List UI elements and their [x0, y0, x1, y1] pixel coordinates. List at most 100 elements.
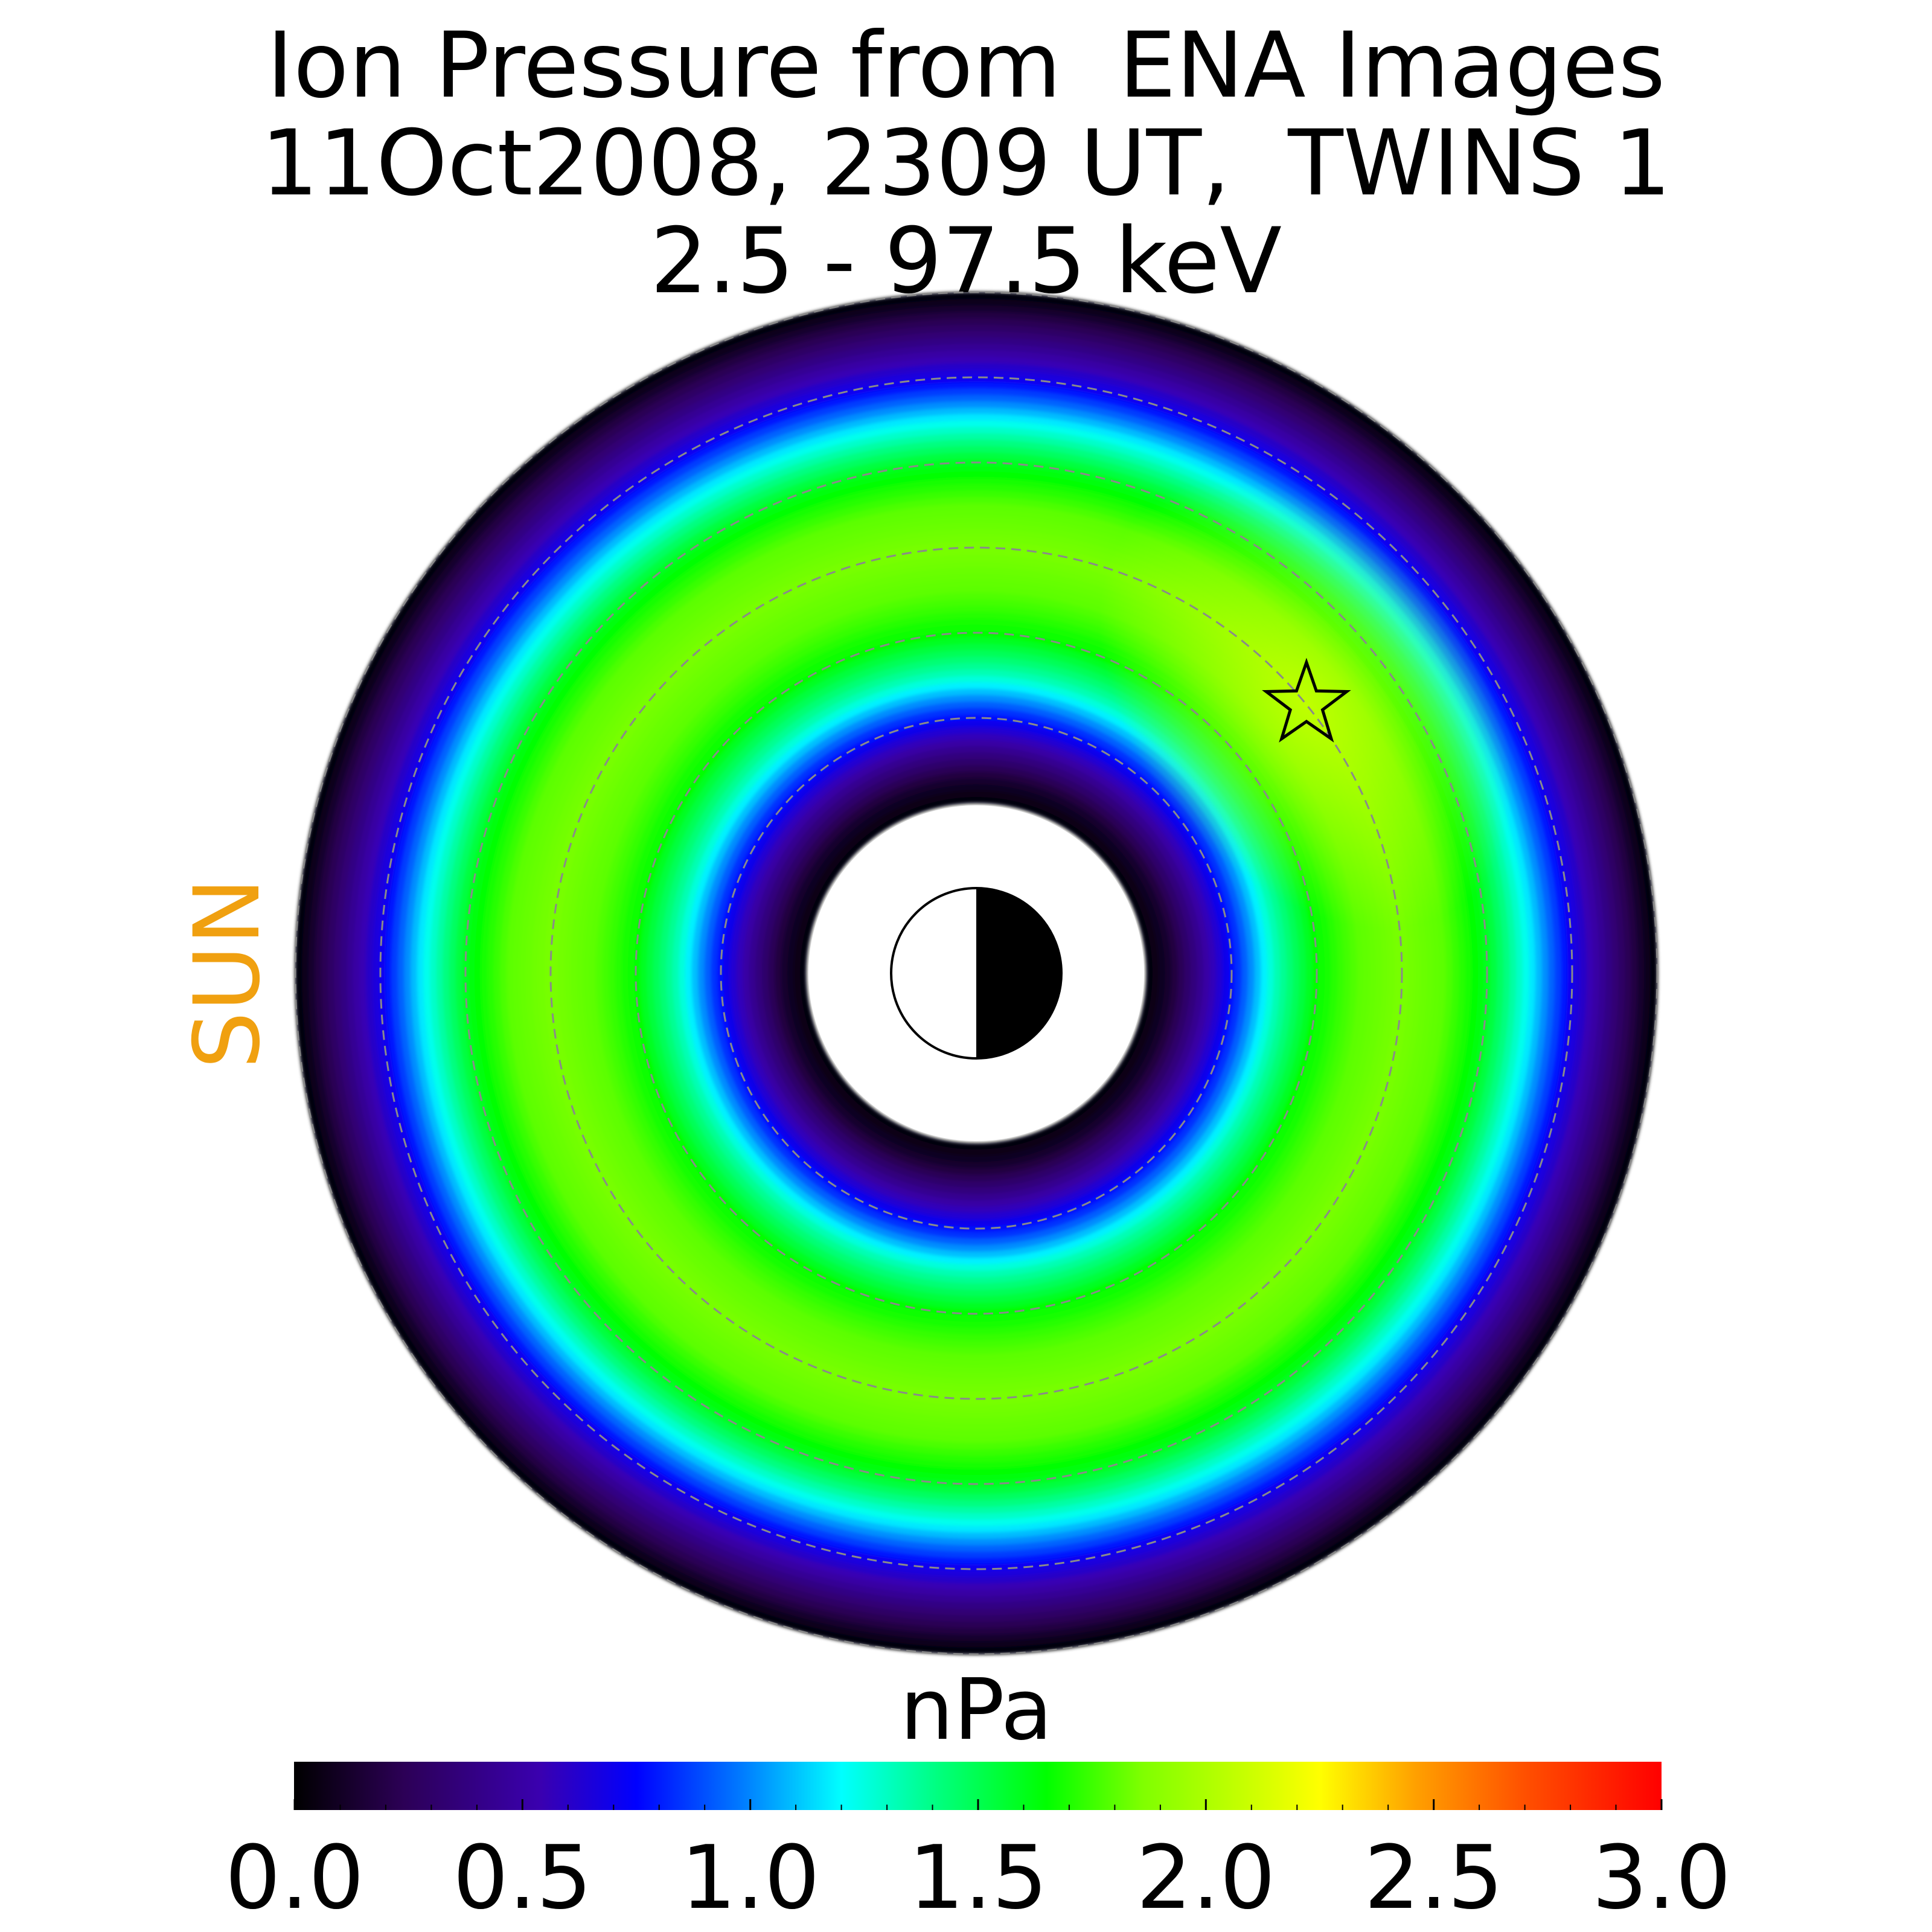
pressure-ring [320, 317, 1633, 1630]
colorbar: 0.0 0.5 1.0 1.5 2.0 2.5 3.0 [225, 1762, 1732, 1929]
colorbar-tick-label: 2.0 [1136, 1827, 1276, 1929]
pressure-ring [793, 790, 1160, 1157]
grid-circles [294, 291, 1659, 1655]
grid-circle [720, 717, 1233, 1230]
pressure-ring [333, 330, 1620, 1617]
pressure-ring [754, 751, 1198, 1195]
sun-label: SUN [175, 877, 280, 1069]
pressure-ring [441, 438, 1511, 1508]
pressure-ring [524, 521, 1428, 1425]
pressure-ring [677, 674, 1275, 1272]
colorbar-tick-label: 0.5 [453, 1827, 592, 1929]
pressure-ring [620, 617, 1332, 1329]
colorbar-tick-label: 2.5 [1364, 1827, 1503, 1929]
grid-circle [549, 546, 1403, 1400]
pressure-ring [352, 349, 1601, 1598]
pressure-ring [365, 362, 1588, 1585]
pressure-ring [767, 764, 1186, 1183]
pressure-ring [709, 706, 1243, 1240]
pressure-ring [729, 726, 1224, 1221]
title-line-2: 11Oct2008, 2309 UT, TWINS 1 [261, 111, 1671, 216]
pressure-ring [722, 719, 1230, 1227]
pressure-ring [358, 355, 1595, 1591]
pressure-ring [786, 783, 1166, 1163]
grid-circle [379, 376, 1573, 1570]
pressure-ring [569, 566, 1384, 1381]
pressure-ring [454, 451, 1499, 1495]
pressure-ring [505, 502, 1447, 1444]
pressure-peak [1099, 481, 1514, 929]
pressure-ring [652, 649, 1300, 1297]
pressure-ring [467, 464, 1486, 1483]
grid-circle [635, 632, 1318, 1315]
pressure-ring [518, 515, 1435, 1431]
pressure-ring [735, 732, 1218, 1215]
pressure-ring [556, 553, 1396, 1393]
pressure-ring [307, 304, 1645, 1642]
pressure-ring [690, 687, 1262, 1259]
pressure-ring [479, 476, 1473, 1470]
pressure-ring [493, 490, 1460, 1457]
pressure-ring [748, 745, 1204, 1201]
grid-circle [464, 461, 1488, 1485]
grid-circle [294, 291, 1659, 1655]
title-line-1: Ion Pressure from ENA Images [266, 13, 1666, 118]
pressure-ring [473, 470, 1479, 1476]
pressure-ring [403, 400, 1549, 1546]
pressure-heatmap [295, 292, 1658, 1655]
pressure-ring [601, 598, 1352, 1349]
pressure-ring [313, 310, 1639, 1636]
pressure-ring [461, 458, 1492, 1489]
pressure-ring [741, 738, 1211, 1208]
colorbar-label: nPa [900, 1661, 1053, 1759]
pressure-ring [627, 624, 1326, 1323]
pressure-ring [499, 496, 1454, 1451]
pressure-ring [416, 413, 1537, 1534]
pressure-ring [429, 426, 1524, 1521]
pressure-ring [703, 700, 1249, 1246]
pressure-ring [563, 560, 1390, 1387]
pressure-ring [511, 508, 1441, 1438]
pressure-ring [301, 298, 1652, 1649]
pressure-ring [716, 713, 1236, 1233]
pressure-ring [422, 419, 1531, 1527]
pressure-ring [684, 681, 1268, 1265]
pressure-ring [531, 528, 1422, 1419]
pressure-ring [295, 292, 1658, 1655]
pressure-ring [582, 579, 1371, 1367]
star-marker [1262, 657, 1351, 743]
pressure-ring [327, 324, 1626, 1623]
pressure-ring [607, 604, 1345, 1342]
colorbar-tick-label: 3.0 [1592, 1827, 1732, 1929]
pressure-ring [543, 540, 1409, 1406]
pressure-ring [448, 445, 1505, 1502]
pressure-ring [486, 483, 1467, 1463]
pressure-ring [390, 387, 1563, 1559]
pressure-ring [595, 592, 1358, 1355]
pressure-ring [697, 694, 1256, 1253]
pressure-ring [761, 758, 1192, 1189]
colorbar-tick-label: 0.0 [225, 1827, 365, 1929]
pressure-ring [659, 656, 1294, 1291]
pressure-ring [639, 636, 1313, 1310]
pressure-ring [435, 432, 1518, 1515]
pressure-ring [779, 776, 1173, 1170]
colorbar-tick-label: 1.0 [680, 1827, 820, 1929]
pressure-ring [409, 406, 1543, 1540]
pressure-ring [550, 547, 1403, 1399]
pressure-ring [575, 572, 1377, 1374]
pressure-ring [537, 534, 1415, 1412]
pressure-ring [384, 381, 1569, 1566]
pressure-ring [671, 668, 1281, 1278]
pressure-ring [397, 394, 1556, 1553]
colorbar-tick-label: 1.5 [909, 1827, 1048, 1929]
earth-icon [890, 887, 1063, 1060]
pressure-ring [645, 642, 1307, 1304]
pressure-ring [613, 610, 1339, 1336]
pressure-ring [371, 368, 1581, 1578]
pressure-ring [345, 342, 1607, 1604]
pressure-ring [665, 662, 1288, 1285]
star-icon [1262, 657, 1351, 743]
pressure-ring [799, 796, 1154, 1151]
